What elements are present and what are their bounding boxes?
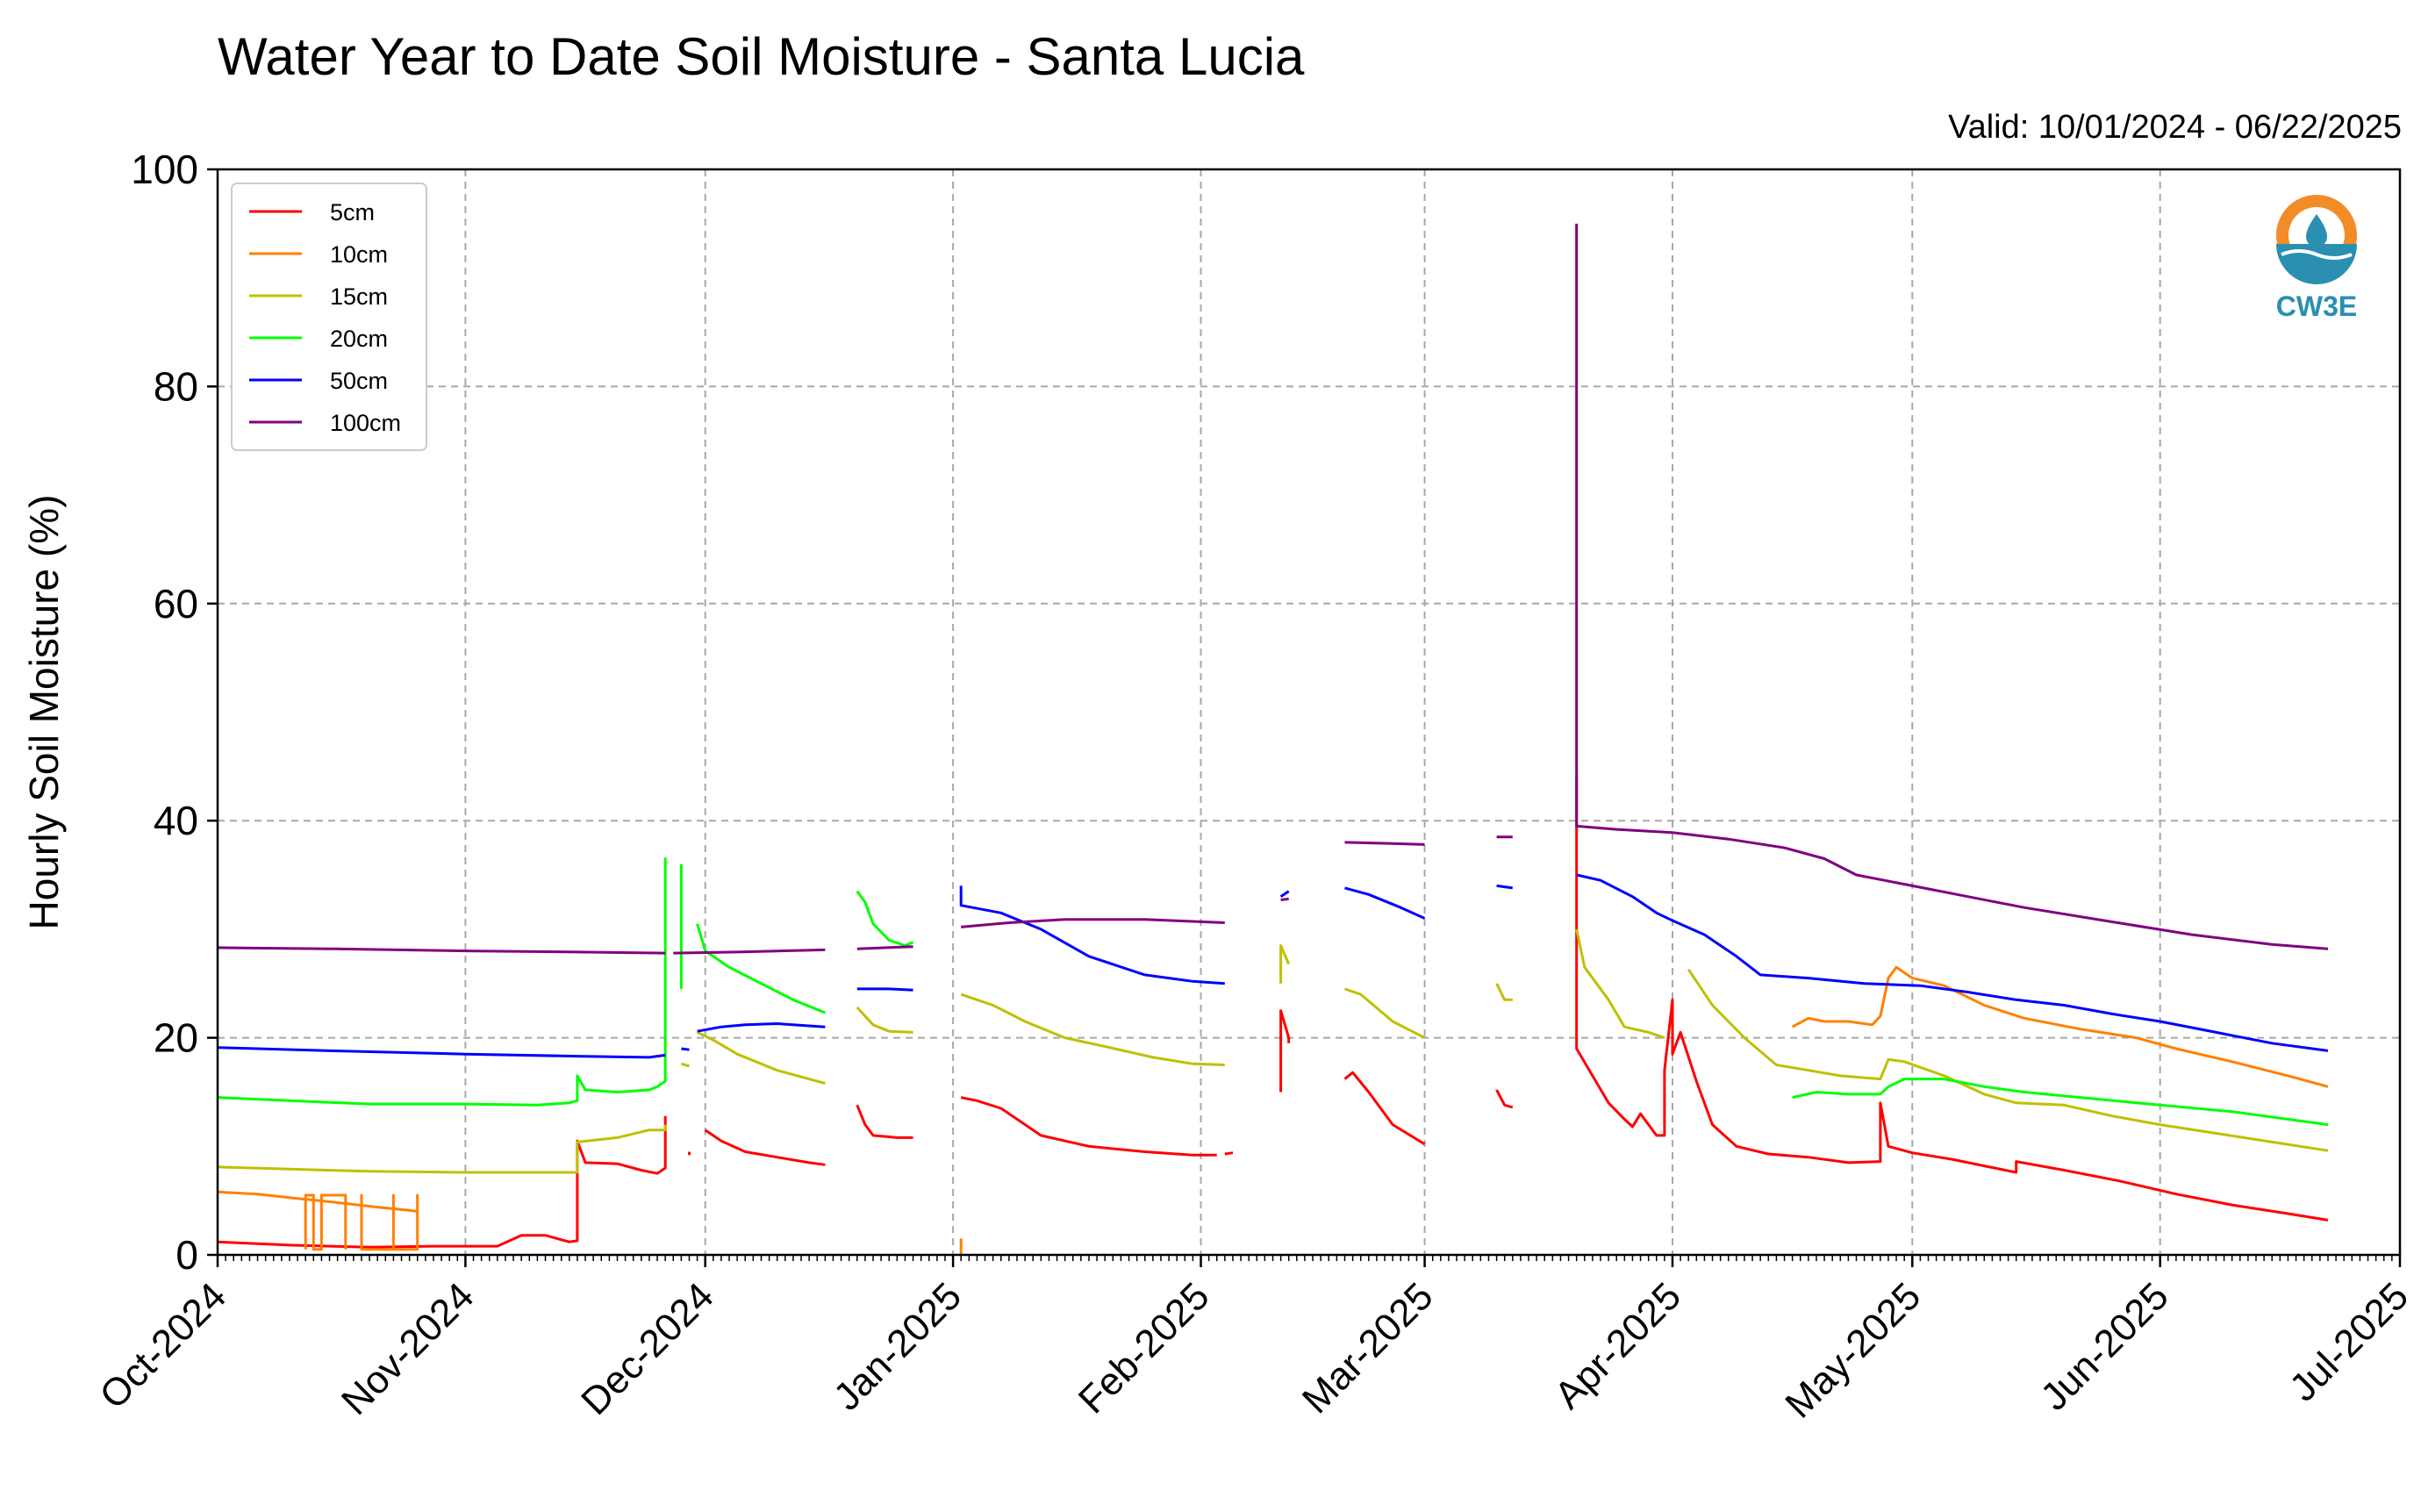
plot-frame xyxy=(216,168,2402,1257)
wave-line xyxy=(2281,249,2353,260)
series-line-100cm xyxy=(856,945,913,950)
series-line-15cm xyxy=(856,1006,913,1034)
chart-title: Water Year to Date Soil Moisture - Santa… xyxy=(218,27,1305,86)
series-layer xyxy=(217,223,2329,1255)
series-line-50cm xyxy=(681,1047,690,1051)
series-line-20cm xyxy=(217,857,667,1107)
series-line-100cm xyxy=(961,918,1225,928)
series-line-50cm xyxy=(856,987,913,992)
series-line-20cm xyxy=(856,890,914,947)
legend-box xyxy=(231,183,427,451)
series-line-50cm xyxy=(217,1046,666,1059)
series-line-5cm xyxy=(704,1129,826,1166)
series-line-50cm xyxy=(1576,873,2329,1052)
series-line-20cm xyxy=(1792,1078,2329,1127)
logo-text: CW3E xyxy=(2276,290,2357,322)
legend-label: 50cm xyxy=(330,368,388,394)
y-tick-label: 80 xyxy=(154,363,198,409)
series-line-15cm xyxy=(1344,987,1426,1039)
series-line-15cm xyxy=(1575,928,1665,1040)
series-line-15cm xyxy=(1495,983,1513,1001)
x-tick-label: Oct-2024 xyxy=(91,1274,234,1417)
series-line-5cm xyxy=(960,1096,1217,1157)
series-15cm xyxy=(217,928,2329,1174)
legend-label: 15cm xyxy=(330,283,388,310)
legend-label: 100cm xyxy=(330,410,401,436)
series-50cm xyxy=(217,873,2329,1059)
x-tick-label: Mar-2025 xyxy=(1294,1274,1442,1422)
series-line-5cm xyxy=(1575,776,2329,1222)
series-100cm xyxy=(217,223,2329,955)
series-line-15cm xyxy=(696,1031,826,1086)
y-tick-label: 60 xyxy=(154,581,198,627)
cw3e-logo: CW3E xyxy=(2276,195,2357,322)
grid-lines xyxy=(218,169,2400,1255)
series-line-50cm xyxy=(697,1022,826,1033)
series-line-15cm xyxy=(217,1124,667,1174)
series-line-5cm xyxy=(1343,1071,1426,1146)
legend-label: 10cm xyxy=(330,241,388,268)
legend-label: 5cm xyxy=(330,199,375,226)
series-line-15cm xyxy=(960,992,1225,1066)
series-20cm xyxy=(217,857,2329,1127)
water-drop-icon xyxy=(2306,214,2327,247)
series-line-50cm xyxy=(1344,886,1426,920)
series-line-15cm xyxy=(1279,944,1291,984)
series-line-20cm xyxy=(696,923,826,1014)
valid-range: Valid: 10/01/2024 - 06/22/2025 xyxy=(1948,109,2402,146)
y-tick-label: 100 xyxy=(131,147,198,192)
y-tick-label: 0 xyxy=(175,1232,198,1278)
series-line-5cm xyxy=(1495,1089,1514,1109)
x-tick-label: Nov-2024 xyxy=(333,1274,483,1423)
wave-icon xyxy=(2276,244,2357,284)
series-line-5cm xyxy=(1224,1151,1234,1156)
x-tick-label: Feb-2025 xyxy=(1071,1274,1218,1422)
series-5cm xyxy=(217,776,2329,1249)
series-line-100cm xyxy=(217,946,666,955)
x-tick-label: May-2025 xyxy=(1777,1274,1929,1426)
x-tick-label: Dec-2024 xyxy=(573,1274,722,1423)
series-line-10cm xyxy=(217,1190,418,1213)
series-line-100cm xyxy=(1575,223,2329,950)
legend: 5cm 10cm 15cm 20cm 50cm 100cm xyxy=(231,183,427,451)
legend-label: 20cm xyxy=(330,326,388,352)
series-line-5cm xyxy=(856,1104,913,1139)
series-line-5cm xyxy=(217,1115,667,1249)
y-axis-label: Hourly Soil Moisture (%) xyxy=(21,495,67,930)
series-line-100cm xyxy=(673,948,826,955)
x-tick-label: Jun-2025 xyxy=(2032,1274,2176,1418)
series-line-100cm xyxy=(1344,841,1425,846)
series-line-15cm xyxy=(681,1062,690,1068)
series-line-15cm xyxy=(1687,968,2329,1152)
series-line-50cm xyxy=(1279,890,1290,899)
series-line-10cm xyxy=(1791,965,2329,1088)
y-tick-label: 40 xyxy=(154,798,198,843)
y-tick-label: 20 xyxy=(154,1015,198,1061)
series-line-50cm xyxy=(1496,884,1514,890)
series-10cm xyxy=(217,965,2329,1255)
x-tick-label: Jan-2025 xyxy=(826,1274,970,1418)
x-tick-label: Jul-2025 xyxy=(2281,1274,2417,1409)
series-line-10cm xyxy=(360,1193,419,1251)
series-line-10cm xyxy=(304,1193,347,1251)
series-line-50cm xyxy=(959,885,1225,985)
x-tick-label: Apr-2025 xyxy=(1546,1274,1689,1417)
series-line-5cm xyxy=(1279,1009,1291,1093)
